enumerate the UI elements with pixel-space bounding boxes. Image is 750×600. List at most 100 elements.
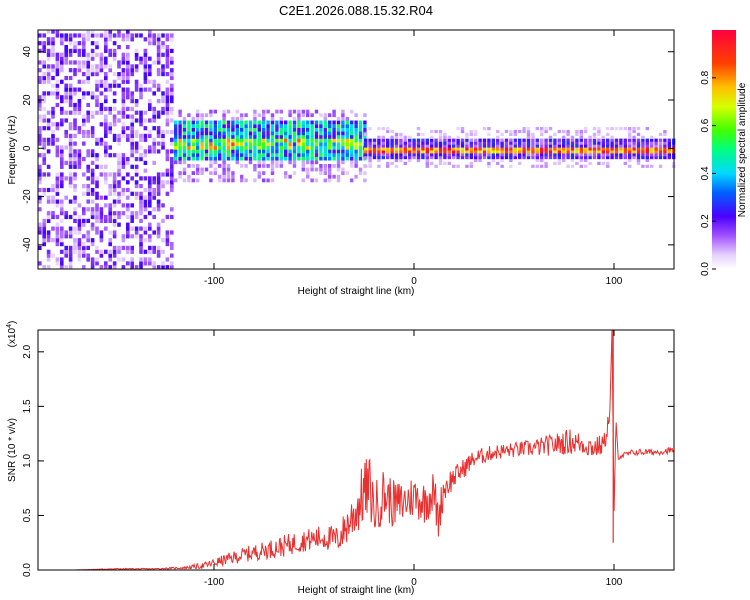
spectrogram-cell [610,144,614,148]
spectrogram-cell [95,83,99,88]
spectrogram-cell [314,178,319,183]
spectrogram-cell [143,137,148,142]
spectrogram-cell [354,164,358,168]
spectrogram-cell [156,99,161,104]
spectrogram-cell [336,116,341,121]
spectrogram-cell [182,135,187,139]
spectrogram-cell [623,156,627,160]
spectrogram-cell [38,168,42,173]
spectrogram-cell [301,156,305,161]
spectrogram-cell [130,234,134,239]
spectrogram-cell [121,91,126,96]
spectrogram-cell [650,156,654,160]
spectrogram-cell [60,110,64,115]
spectrogram-cell [262,171,266,175]
spectrogram-cell [90,29,95,34]
colorbar-label: Normalized spectral amplitude [737,82,748,217]
spectrogram-cell [90,199,95,204]
spectrogram-cell [64,99,68,104]
spectrogram-region [38,29,174,270]
spectrogram-cell [504,153,509,157]
spectrogram-cell [77,214,82,220]
spectrogram-cell [99,83,104,88]
spectrogram-cell [222,116,226,121]
spectrogram-cell [452,138,456,142]
spectrogram-cell [51,110,55,115]
spectrogram-cell [390,144,394,148]
spectrogram-cell [310,164,314,168]
spectrogram-cell [632,153,636,157]
spectrogram-cell [73,126,77,131]
spectrogram-cell [345,127,349,132]
spectrogram-cell [266,135,270,139]
spectrogram-cell [51,238,55,243]
spectrogram-cell [301,178,305,183]
spectrogram-cell [42,172,46,177]
spectrogram-cell [553,150,557,154]
spectrogram-cell [161,95,165,100]
spectrogram-cell [319,124,323,128]
spectrogram-cell [104,164,108,169]
y-tick-label: 0.0 [22,563,33,577]
spectrogram-cell [336,174,341,179]
spectrogram-cell [240,153,244,157]
spectrogram-cell [77,110,82,115]
spectrogram-cell [310,167,314,172]
spectrogram-cell [46,75,51,81]
spectrogram-cell [465,144,469,148]
spectrogram-cell [134,191,139,196]
spectrogram-cell [584,138,588,142]
spectrogram-cell [126,180,130,185]
spectrogram-cell [60,157,64,162]
spectrogram-cell [553,161,557,165]
spectrogram-cell [575,138,579,142]
spectrogram-cell [297,135,301,139]
spectrogram-cell [38,95,42,100]
spectrogram-cell [575,129,579,134]
spectrogram-cell [143,149,148,154]
spectrogram-cell [456,127,460,131]
spectrogram-cell [60,257,64,262]
spectrogram-cell [99,211,104,216]
spectrogram-cell [90,172,95,177]
spectrogram-cell [253,120,257,125]
spectrogram-cell [645,156,649,160]
spectrogram-cell [386,153,390,157]
spectrogram-cell [170,184,174,189]
spectrogram-cell [112,187,117,193]
spectrogram-cell [438,161,443,165]
spectrogram-cell [82,211,86,216]
spectrogram-cell [143,79,148,84]
spectrogram-cell [218,149,222,154]
spectrogram-cell [64,48,68,53]
spectrogram-cell [64,60,68,65]
spectrogram-cell [108,68,112,73]
spectrogram-cell [350,127,354,132]
spectrogram-cell [82,242,86,247]
spectrogram-cell [482,150,487,154]
spectrogram-cell [328,156,332,161]
spectrogram-cell [170,68,174,73]
spectrogram-cell [399,158,403,163]
spectrogram-cell [279,145,283,150]
spectrogram-cell [421,138,425,142]
spectrogram-cell [99,253,104,258]
spectrogram-cell [55,230,60,235]
spectrogram-cell [663,144,667,148]
spectrogram-cell [156,230,161,235]
spectrogram-cell [487,132,491,136]
spectrogram-cell [557,144,561,148]
spectrogram-cell [438,144,443,148]
spectrogram-cell [82,265,86,270]
spectrogram-cell [288,153,292,157]
spectrogram-cell [222,113,226,118]
spectrogram-cell [336,142,341,147]
spectrogram-cell [82,45,86,50]
spectrogram-cell [82,222,86,227]
spectrogram-cell [421,156,425,160]
spectrogram-cell [64,91,68,96]
spectrogram-cell [187,178,191,183]
spectrogram-cell [491,150,495,154]
spectrogram-cell [548,153,553,157]
spectrogram-cell [152,230,156,235]
